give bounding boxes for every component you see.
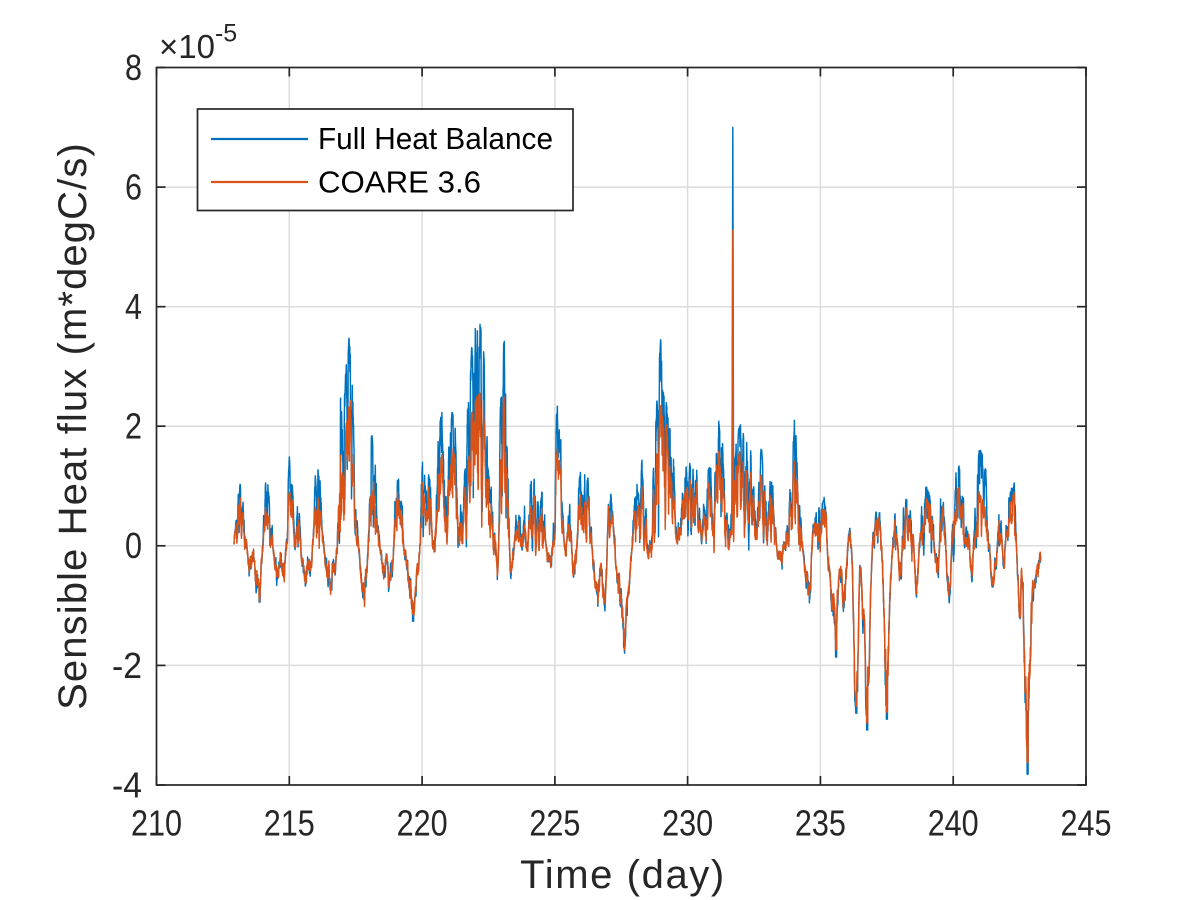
- svg-text:245: 245: [1061, 803, 1112, 844]
- svg-text:6: 6: [125, 167, 142, 208]
- svg-text:210: 210: [131, 803, 182, 844]
- svg-text:4: 4: [125, 286, 142, 327]
- svg-text:Time (day): Time (day): [520, 853, 726, 897]
- svg-text:230: 230: [662, 803, 713, 844]
- svg-text:Sensible Heat flux (m*degC/s): Sensible Heat flux (m*degC/s): [51, 142, 95, 710]
- svg-text:220: 220: [397, 803, 448, 844]
- svg-text:-2: -2: [112, 645, 142, 686]
- svg-text:215: 215: [264, 803, 315, 844]
- svg-text:8: 8: [125, 47, 142, 88]
- svg-text:×10-5: ×10-5: [159, 20, 237, 66]
- svg-text:2: 2: [125, 406, 142, 447]
- svg-text:0: 0: [125, 525, 142, 566]
- svg-text:235: 235: [795, 803, 846, 844]
- svg-text:240: 240: [928, 803, 979, 844]
- svg-text:Full Heat Balance: Full Heat Balance: [318, 121, 553, 156]
- svg-text:-4: -4: [112, 764, 142, 805]
- svg-text:225: 225: [529, 803, 580, 844]
- svg-text:COARE 3.6: COARE 3.6: [318, 165, 481, 200]
